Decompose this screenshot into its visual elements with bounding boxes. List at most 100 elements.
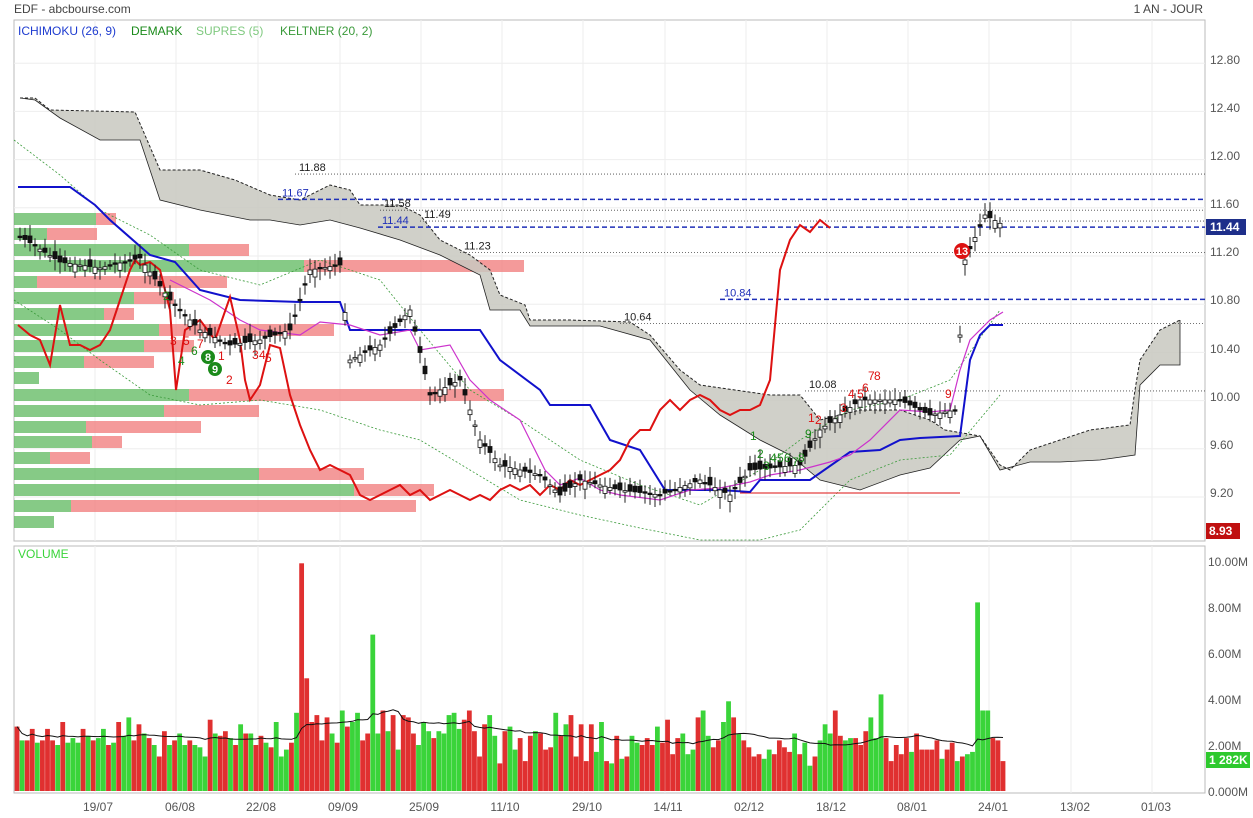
level-label: 11.44 [382, 215, 409, 227]
volume-panel-frame [13, 545, 1206, 794]
volume-bar [802, 742, 808, 791]
candle-body [227, 340, 233, 346]
candle-body [27, 235, 33, 244]
candle-body [472, 424, 478, 427]
legend-keltner: KELTNER (20, 2) [280, 24, 372, 38]
volume-bar [985, 710, 991, 791]
candle-body [887, 399, 893, 404]
candle-body [587, 482, 593, 485]
candle-body [767, 463, 773, 469]
candle-body [162, 292, 168, 298]
candle-body [187, 319, 193, 327]
candle-body [702, 482, 708, 485]
demark-count: 4 [770, 451, 777, 465]
volume-bar [634, 742, 640, 791]
candle-body [872, 399, 878, 404]
candle-body [602, 485, 608, 494]
candle-body [222, 341, 228, 345]
volume-bar [131, 740, 137, 791]
volume-axis: 10.00M 8.00M 6.00M 4.00M 2.00M 0.000M 1 … [1206, 555, 1250, 799]
candle-body [182, 314, 188, 317]
volume-bar [111, 742, 116, 791]
volume-bar [461, 719, 467, 791]
volume-bar [222, 731, 228, 791]
candle-body [197, 329, 203, 333]
volume-bar [609, 763, 615, 791]
profile-bar-down [86, 421, 201, 433]
demark-count: 3 [170, 334, 177, 348]
candle-body [862, 396, 868, 401]
y-tick-label: 9.20 [1210, 486, 1234, 500]
volume-bar [243, 733, 249, 791]
candle-body [612, 484, 618, 490]
volume-bar [253, 745, 259, 791]
demark-marker [954, 243, 970, 259]
volume-bar [893, 745, 899, 791]
volume-bar [965, 754, 970, 791]
volume-bar [954, 761, 960, 791]
volume-bar [644, 738, 650, 791]
volume-bar [919, 749, 925, 791]
volume-bar [268, 747, 274, 791]
volume-bar [502, 731, 508, 791]
volume-bar [878, 694, 884, 791]
vol-tick-label: 6.00M [1208, 647, 1241, 661]
candle-body [117, 262, 123, 271]
candle-body [242, 335, 248, 343]
x-tick-label: 18/12 [816, 800, 846, 814]
vol-tick-label: 10.00M [1208, 555, 1248, 569]
candle-body [852, 399, 858, 405]
candle-body [267, 329, 273, 338]
profile-bar-down [71, 500, 416, 512]
volume-bar [375, 733, 381, 791]
level-label: 11.23 [464, 240, 491, 252]
candle-body [532, 473, 538, 476]
profile-bar-down [189, 244, 249, 256]
volume-bar [416, 745, 421, 791]
candle-body [32, 244, 38, 247]
volume-bar [599, 722, 604, 791]
x-tick-label: 29/10 [572, 800, 602, 814]
candle-body [137, 253, 143, 259]
candle-body [147, 271, 153, 277]
candle-body [332, 264, 338, 267]
profile-bar-down [50, 452, 90, 464]
volume-bar [466, 710, 472, 791]
volume-bar [995, 740, 1001, 791]
candle-body [212, 337, 218, 344]
candle-body [992, 220, 998, 229]
volume-bar [370, 634, 376, 791]
y-tick-label: 11.60 [1210, 197, 1239, 211]
volume-bar [70, 738, 76, 791]
demark-count: 3 [763, 459, 770, 473]
demark-count: 8 [874, 369, 881, 383]
volume-bar [75, 742, 81, 791]
profile-bar-down [164, 405, 259, 417]
volume-bar [588, 724, 594, 791]
volume-bar [710, 747, 716, 791]
demark-count: 2 [815, 413, 822, 427]
profile-bar-up [14, 484, 354, 496]
x-tick-label: 02/12 [734, 800, 764, 814]
volume-bar [314, 715, 320, 791]
indicator-legend: ICHIMOKU (26, 9) DEMARK SUPRES (5) KELTN… [18, 24, 372, 561]
candle-body [217, 339, 223, 342]
level-label: 11.88 [299, 162, 326, 174]
volume-bar [329, 733, 335, 791]
demark-count: 4 [178, 354, 185, 368]
x-tick-label: 08/01 [897, 800, 927, 814]
y-tick-label: 12.00 [1210, 149, 1240, 163]
candle-body [817, 429, 823, 438]
candle-body [437, 389, 443, 397]
candle-body [322, 267, 328, 270]
volume-bar [207, 719, 213, 791]
volume-bar [619, 758, 625, 791]
last-volume-badge [1206, 752, 1250, 768]
volume-bar [614, 735, 620, 791]
candle-body [412, 326, 418, 332]
demark-count: 7 [197, 337, 204, 351]
volume-bar [55, 745, 61, 791]
candle-body [327, 266, 333, 272]
candle-body [707, 476, 713, 486]
